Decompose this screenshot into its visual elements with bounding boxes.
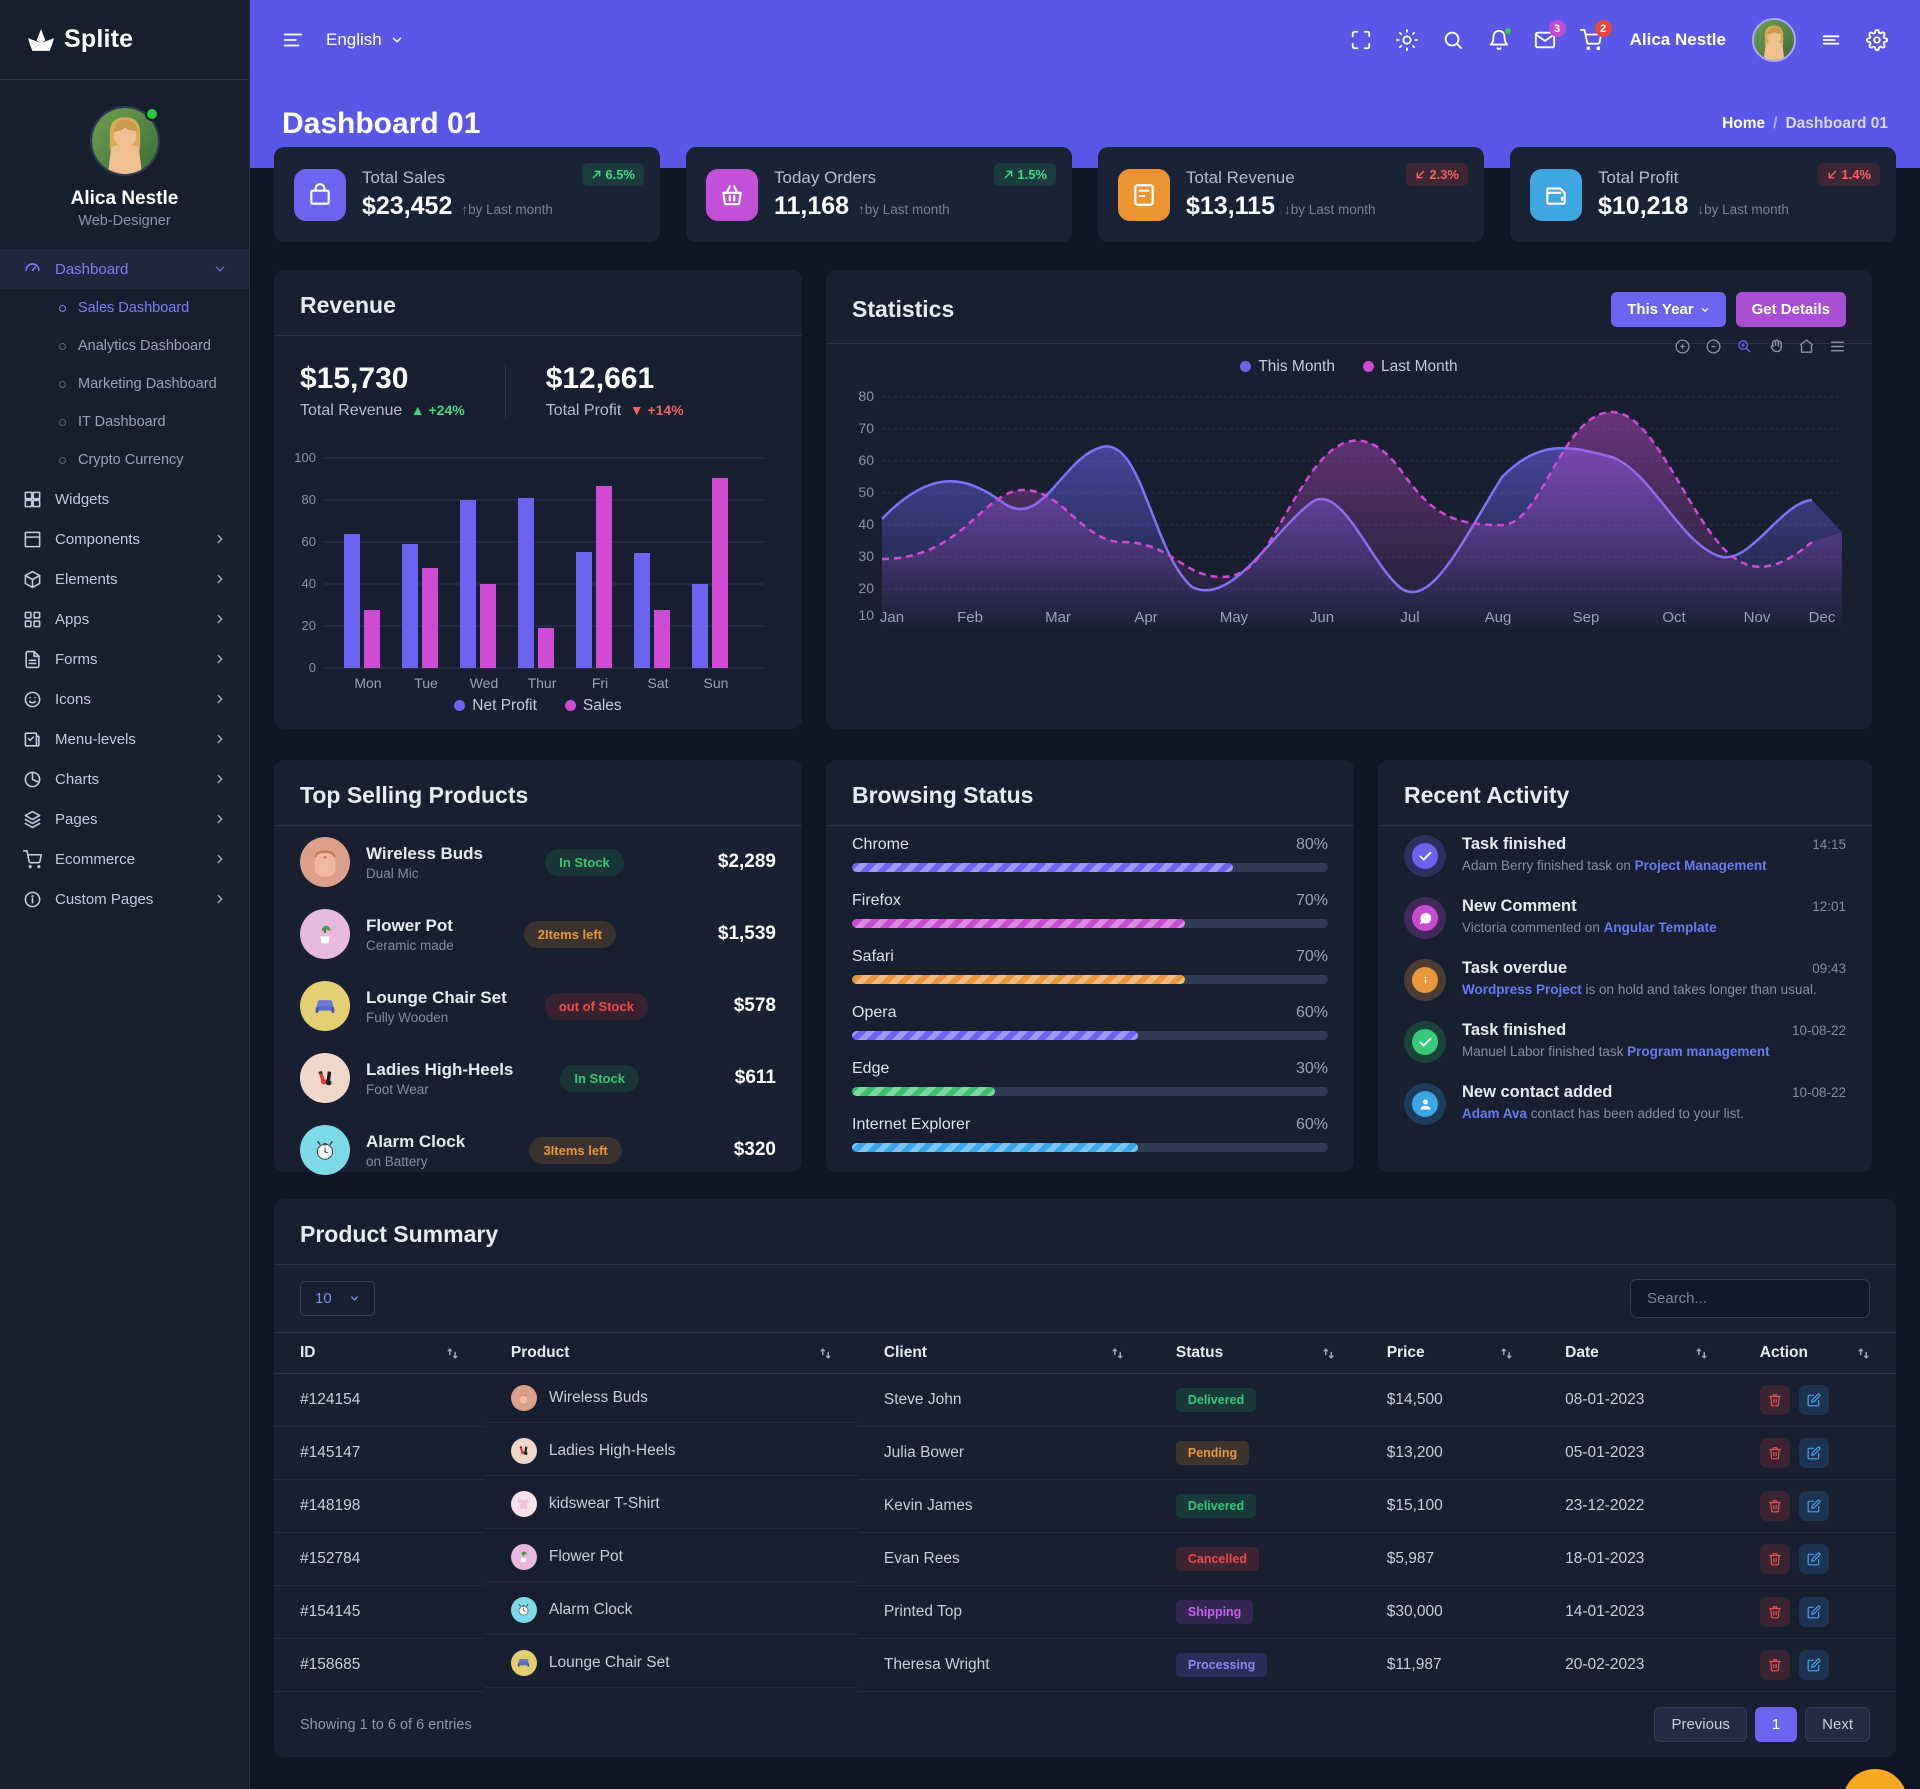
svg-text:100: 100 (294, 450, 316, 465)
svg-text:0: 0 (309, 660, 316, 675)
svg-text:Jul: Jul (1400, 609, 1419, 626)
svg-text:10: 10 (858, 607, 874, 623)
svg-text:40: 40 (858, 516, 874, 532)
svg-text:Fri: Fri (592, 675, 608, 691)
svg-text:Nov: Nov (1744, 609, 1771, 626)
svg-text:Mon: Mon (354, 675, 381, 691)
svg-text:Oct: Oct (1662, 609, 1686, 626)
svg-text:60: 60 (858, 452, 874, 468)
svg-text:Sep: Sep (1573, 609, 1600, 626)
svg-text:30: 30 (858, 548, 874, 564)
svg-text:70: 70 (858, 420, 874, 436)
svg-text:50: 50 (858, 484, 874, 500)
svg-text:40: 40 (302, 576, 316, 591)
svg-text:Wed: Wed (470, 675, 499, 691)
svg-text:Jun: Jun (1310, 609, 1334, 626)
svg-text:60: 60 (302, 534, 316, 549)
svg-text:Thur: Thur (528, 675, 557, 691)
svg-text:80: 80 (858, 388, 874, 404)
svg-text:20: 20 (302, 618, 316, 633)
svg-text:80: 80 (302, 492, 316, 507)
svg-text:Sun: Sun (704, 675, 729, 691)
svg-text:Tue: Tue (414, 675, 438, 691)
svg-text:May: May (1220, 609, 1249, 626)
svg-text:Dec: Dec (1809, 609, 1836, 626)
svg-text:Mar: Mar (1045, 609, 1071, 626)
svg-text:Aug: Aug (1485, 609, 1512, 626)
svg-text:Sat: Sat (647, 675, 668, 691)
svg-text:20: 20 (858, 580, 874, 596)
svg-text:Jan: Jan (880, 609, 904, 626)
svg-text:Feb: Feb (957, 609, 983, 626)
svg-text:Apr: Apr (1134, 609, 1157, 626)
